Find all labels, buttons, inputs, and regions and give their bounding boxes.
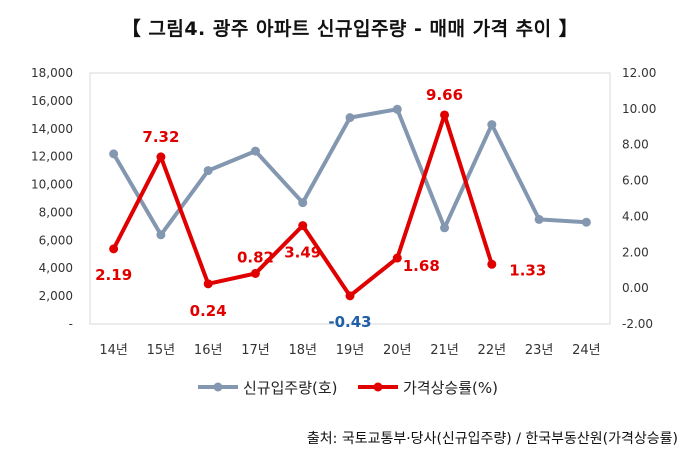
x-tick-label: 18년 — [288, 343, 317, 358]
supply-point — [487, 120, 497, 130]
price-point — [345, 291, 355, 301]
supply-point — [392, 104, 402, 114]
supply-point — [298, 198, 308, 208]
x-axis: 14년 15년 16년 17년 18년 19년 20년 21년 22년 23년 24년 — [99, 343, 600, 358]
left-tick-label: 10,000 — [31, 178, 73, 192]
x-tick-label: 16년 — [194, 343, 223, 358]
right-tick-label: 12.00 — [622, 66, 656, 80]
x-tick-label: 14년 — [99, 343, 128, 358]
left-tick-label: 14,000 — [31, 122, 73, 136]
x-tick-label: 17년 — [241, 343, 270, 358]
price-point — [250, 268, 260, 278]
supply-point — [203, 166, 213, 176]
legend-label-price: 가격상승률(%) — [403, 379, 498, 397]
left-tick-label: 6,000 — [39, 233, 73, 247]
left-tick-label: 12,000 — [31, 150, 73, 164]
price-data-label: 3.49 — [284, 244, 321, 262]
price-point — [156, 152, 166, 162]
price-data-label: 7.32 — [142, 128, 179, 146]
left-axis: - 2,000 4,000 6,000 8,000 10,000 12,000 14,000 1… — [31, 66, 73, 331]
supply-point — [534, 214, 544, 224]
right-tick-label: 2.00 — [622, 245, 649, 259]
right-tick-label: 10.00 — [622, 102, 656, 116]
supply-point — [250, 146, 260, 156]
supply-point — [440, 223, 450, 233]
legend-label-supply: 신규입주량(호) — [243, 379, 338, 397]
left-tick-label: 8,000 — [39, 205, 73, 219]
plot-frame — [89, 72, 611, 325]
legend: 신규입주량(호) 가격상승률(%) — [198, 379, 498, 397]
price-point — [440, 110, 450, 120]
left-tick-label: 16,000 — [31, 94, 73, 108]
data-labels: 2.19 7.32 0.24 0.82 3.49 -0.43 1.68 9.66 1.33 — [95, 86, 546, 331]
supply-point — [345, 113, 355, 123]
x-tick-label: 24년 — [572, 343, 601, 358]
right-tick-label: -2.00 — [622, 317, 653, 331]
price-data-label: 2.19 — [95, 266, 132, 284]
supply-point — [156, 230, 166, 240]
source-note: 출처: 국토교통부·당사(신규입주량) / 한국부동산원(가격상승률) — [306, 431, 678, 447]
price-point — [298, 221, 308, 231]
right-tick-label: 0.00 — [622, 281, 649, 295]
price-data-label: 1.68 — [403, 257, 440, 275]
price-point — [487, 259, 497, 269]
plot-area — [89, 72, 611, 325]
chart-title: 【 그림4. 광주 아파트 신규입주량 - 매매 가격 추이 】 — [121, 18, 579, 40]
supply-point — [581, 217, 591, 227]
price-point — [392, 253, 402, 263]
x-tick-label: 22년 — [478, 343, 507, 358]
legend-marker-supply — [213, 382, 223, 392]
x-tick-label: 19년 — [336, 343, 365, 358]
right-tick-label: 8.00 — [622, 138, 649, 152]
price-point — [109, 244, 119, 254]
right-tick-label: 4.00 — [622, 209, 649, 223]
legend-marker-price — [373, 382, 383, 392]
price-data-label: 1.33 — [509, 261, 546, 279]
price-data-label: 9.66 — [426, 86, 463, 104]
right-axis: -2.00 0.00 2.00 4.00 6.00 8.00 10.00 12.00 — [622, 66, 656, 331]
supply-point — [109, 149, 119, 159]
price-point — [203, 279, 213, 289]
left-tick-label: 18,000 — [31, 66, 73, 80]
price-data-label: -0.43 — [328, 313, 371, 331]
series-price — [109, 110, 497, 301]
price-data-label: 0.82 — [237, 248, 274, 266]
price-data-label: 0.24 — [190, 302, 227, 320]
x-tick-label: 15년 — [147, 343, 176, 358]
left-tick-label: - — [69, 317, 73, 331]
left-tick-label: 4,000 — [39, 261, 73, 275]
x-tick-label: 20년 — [383, 343, 412, 358]
right-tick-label: 6.00 — [622, 174, 649, 188]
x-tick-label: 23년 — [525, 343, 554, 358]
left-tick-label: 2,000 — [39, 289, 73, 303]
series-supply — [109, 104, 591, 240]
x-tick-label: 21년 — [430, 343, 459, 358]
